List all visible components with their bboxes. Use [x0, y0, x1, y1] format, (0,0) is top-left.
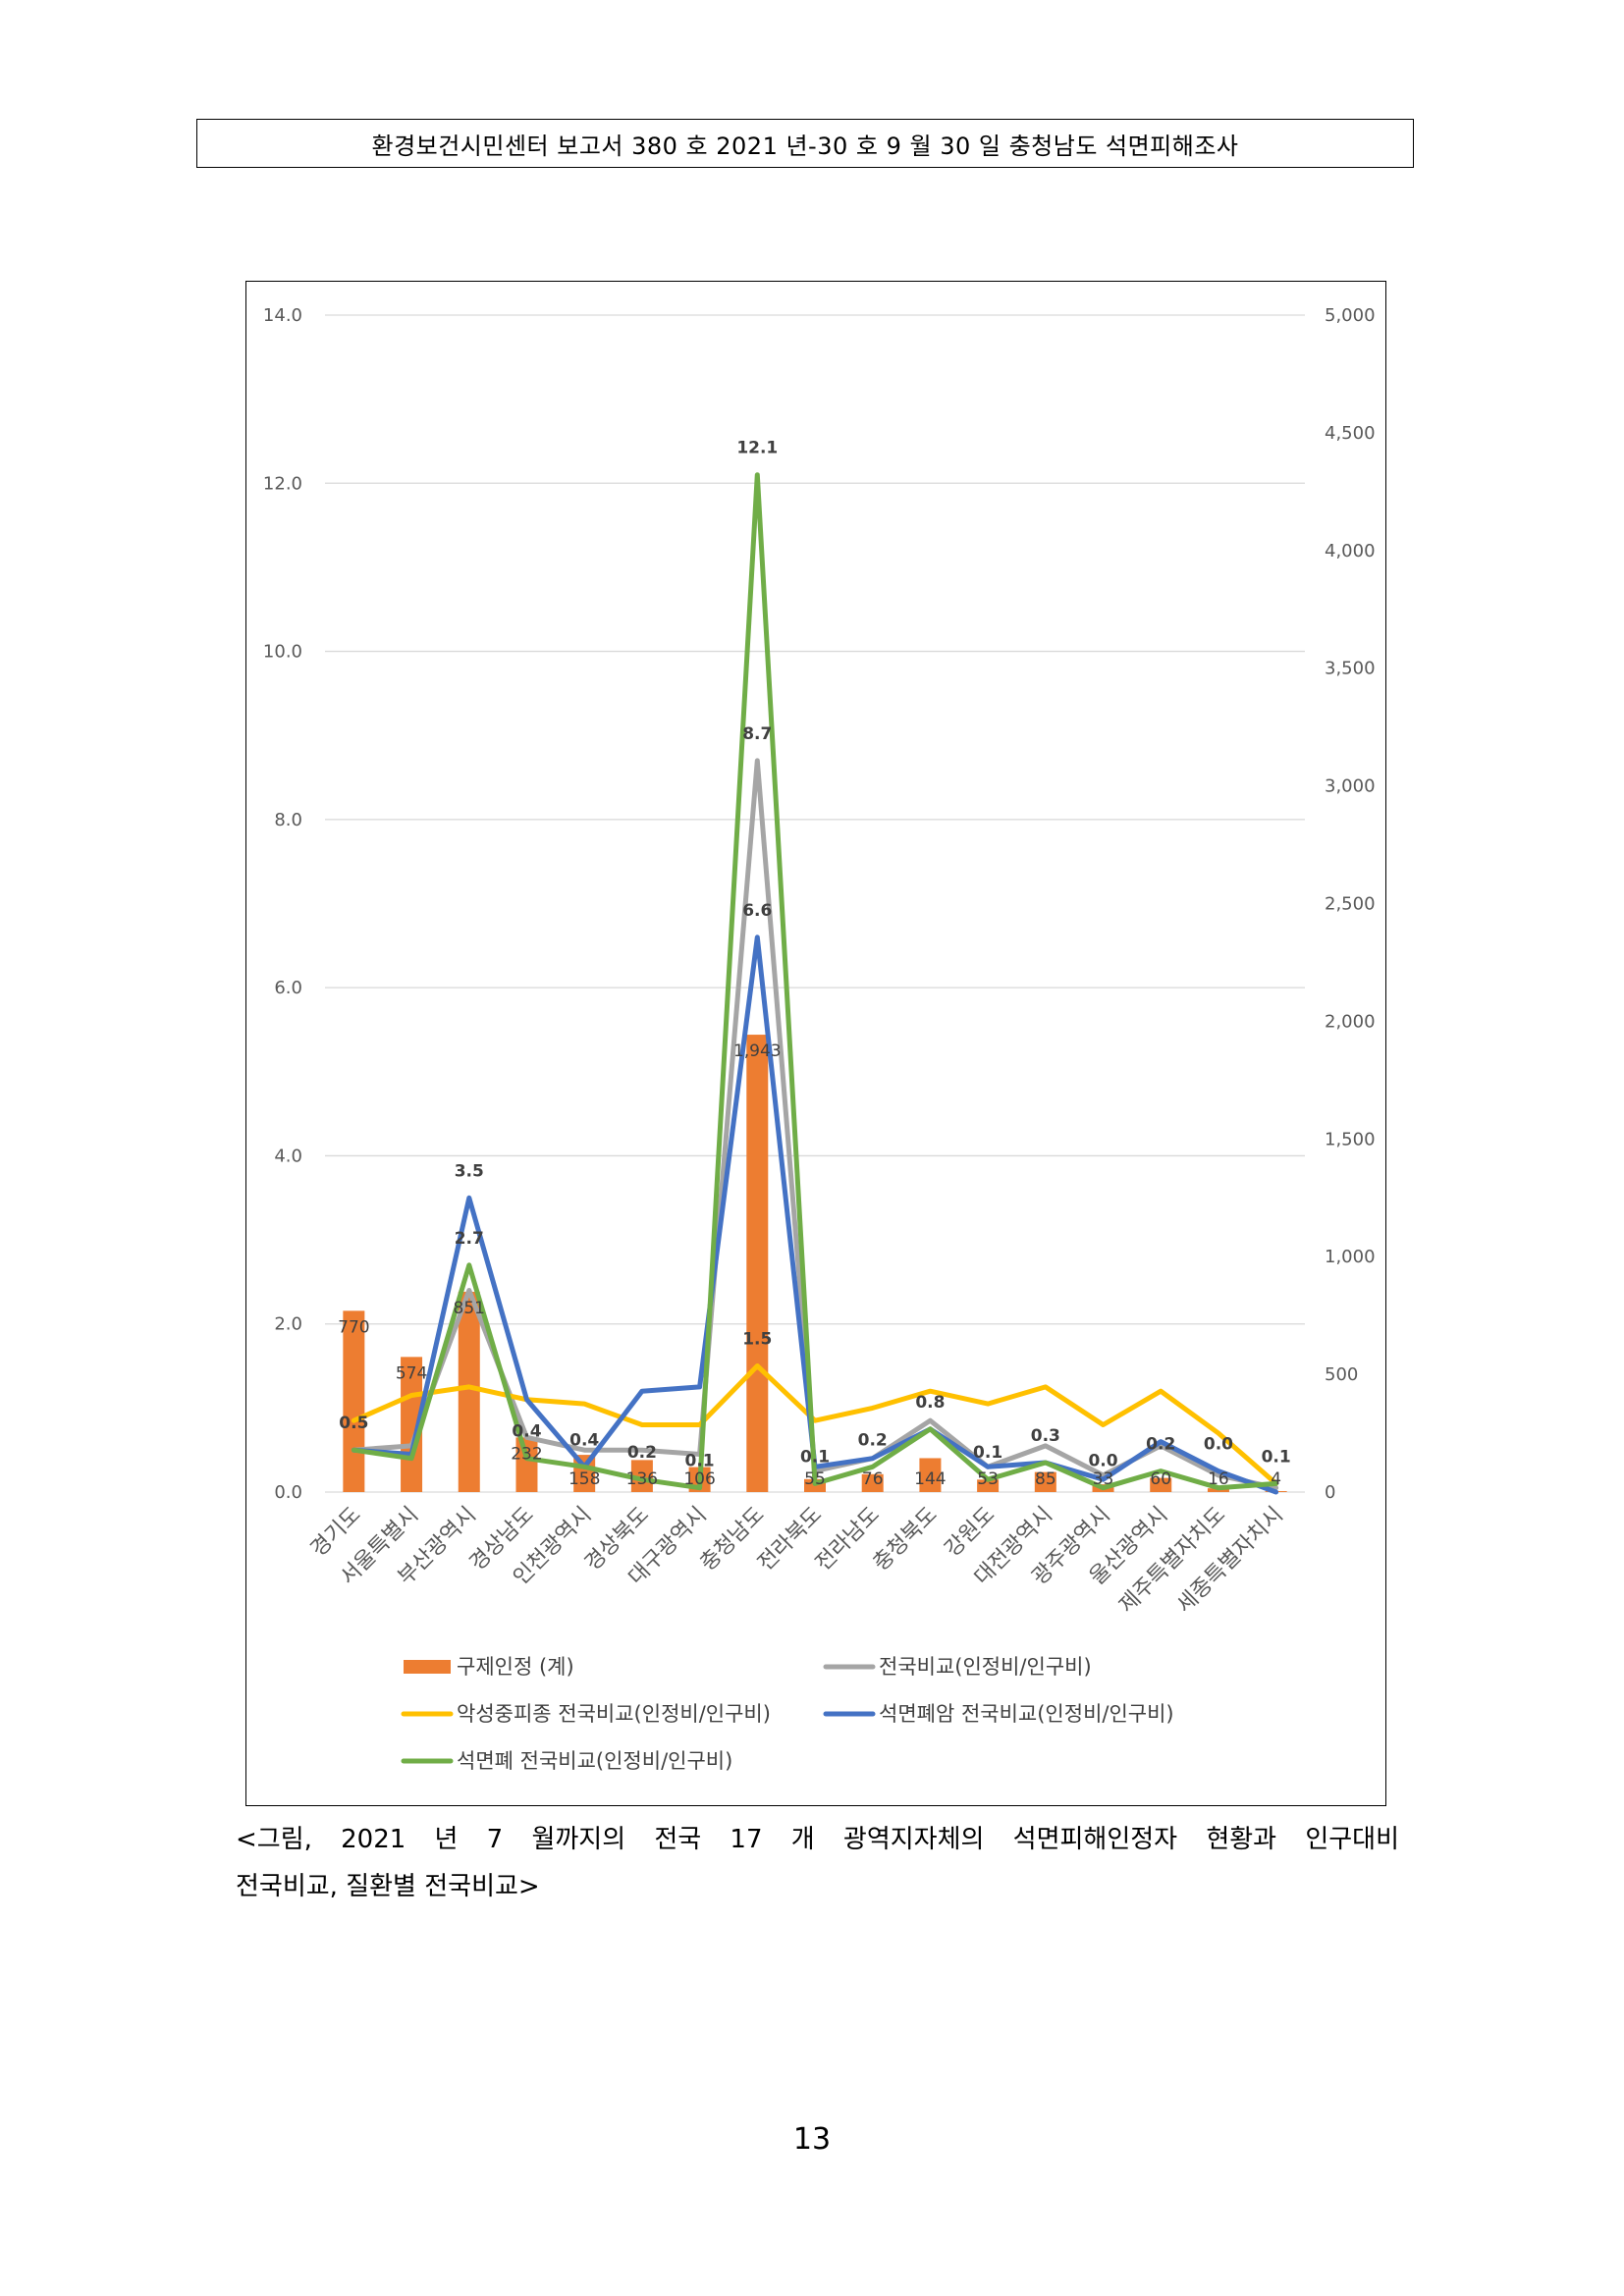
bar-series — [343, 1035, 1287, 1492]
bar-data-label: 4 — [1271, 1469, 1281, 1489]
bar-data-label: 136 — [626, 1469, 658, 1489]
bar-data-label: 770 — [338, 1317, 369, 1337]
x-category-label: 전라북도 — [753, 1503, 827, 1576]
bar — [919, 1458, 942, 1492]
y-right-tick-label: 1,500 — [1325, 1129, 1376, 1149]
legend-swatch-bar — [404, 1660, 451, 1674]
data-labels: 770 574 851 232 158 136 106 1,943 55 76 144 53 85 33 6… — [338, 439, 1291, 1489]
series-line — [351, 758, 1279, 1491]
figure-caption-line1: <그림, 2021 년 7 월까지의 전국 17 개 광역지자체의 석면피해인정… — [236, 1825, 1399, 1854]
line-data-label: 2.7 — [455, 1229, 484, 1249]
legend-label: 석면폐 전국비교(인정비/인구비) — [457, 1749, 732, 1773]
bar-data-label: 33 — [1093, 1469, 1114, 1489]
y-right-tick-label: 3,000 — [1325, 776, 1376, 797]
figure-caption-line2: 전국비교, 질환별 전국비교> — [236, 1872, 540, 1901]
line-data-label: 0.2 — [858, 1430, 888, 1450]
bar-data-label: 232 — [511, 1444, 542, 1464]
y-right-tick-label: 4,500 — [1325, 423, 1376, 444]
line-data-label: 0.2 — [1146, 1435, 1175, 1455]
y-left-tick-label: 0.0 — [274, 1482, 302, 1503]
bar — [515, 1437, 538, 1492]
y-right-tick-label: 0 — [1325, 1482, 1335, 1503]
line-data-label: 8.7 — [742, 724, 772, 744]
series-line — [351, 934, 1279, 1495]
y-right-tick-label: 500 — [1325, 1364, 1358, 1385]
bar — [630, 1460, 653, 1492]
line-series — [351, 472, 1279, 1495]
line-data-label: 0.4 — [512, 1422, 541, 1442]
bar-data-label: 53 — [977, 1469, 999, 1489]
y-left-tick-label: 2.0 — [274, 1314, 302, 1335]
y-right-tick-label: 4,000 — [1325, 541, 1376, 561]
y-right-tick-label: 2,500 — [1325, 894, 1376, 915]
bar-data-label: 16 — [1208, 1469, 1229, 1489]
line-data-label: 0.5 — [339, 1414, 368, 1433]
bar — [1034, 1471, 1056, 1492]
bar-data-label: 106 — [683, 1469, 715, 1489]
legend-label: 악성중피종 전국비교(인정비/인구비) — [457, 1702, 771, 1726]
y-left-tick-label: 8.0 — [274, 810, 302, 830]
line-data-label: 0.0 — [1204, 1435, 1233, 1455]
series-line — [351, 472, 1279, 1491]
bar — [746, 1035, 769, 1492]
report-header-text: 환경보건시민센터 보고서 380 호 2021 년-30 호 9 월 30 일 … — [371, 132, 1239, 160]
line-data-label: 0.1 — [685, 1452, 715, 1471]
report-header: 환경보건시민센터 보고서 380 호 2021 년-30 호 9 월 30 일 … — [196, 119, 1414, 168]
legend: 구제인정 (계) 전국비교(인정비/인구비) 악성중피종 전국비교(인정비/인구비)… — [401, 1655, 1174, 1773]
line-data-label: 3.5 — [455, 1161, 484, 1181]
bar — [1150, 1477, 1172, 1492]
chart-frame: 770 574 851 232 158 136 106 1,943 55 76 144 53 85 33 6… — [245, 281, 1386, 1806]
bar-data-label: 144 — [914, 1469, 946, 1489]
bar-data-label: 1,943 — [733, 1041, 782, 1061]
bar — [977, 1479, 1000, 1492]
combo-chart: 770 574 851 232 158 136 106 1,943 55 76 144 53 85 33 6… — [263, 305, 1376, 1773]
line-data-label: 1.5 — [742, 1330, 772, 1350]
y-left-tick-label: 10.0 — [263, 642, 302, 663]
y-left-tick-label: 12.0 — [263, 473, 302, 494]
y-left-tick-label: 14.0 — [263, 305, 302, 326]
line-data-label: 6.6 — [742, 901, 772, 921]
y-right-tick-label: 3,500 — [1325, 659, 1376, 679]
y-left-tick-label: 6.0 — [274, 978, 302, 998]
line-data-label: 0.3 — [1031, 1426, 1060, 1446]
line-data-label: 0.8 — [915, 1393, 945, 1413]
y-right-tick-label: 1,000 — [1325, 1247, 1376, 1267]
legend-label: 전국비교(인정비/인구비) — [879, 1655, 1092, 1679]
bar-data-label: 574 — [396, 1363, 427, 1383]
bar — [458, 1291, 480, 1492]
bar-data-label: 60 — [1150, 1469, 1171, 1489]
bar-data-label: 76 — [862, 1469, 884, 1489]
bar-data-label: 55 — [804, 1469, 826, 1489]
y-left-tick-label: 4.0 — [274, 1146, 302, 1166]
bar-data-label: 158 — [568, 1469, 600, 1489]
line-data-label: 12.1 — [736, 439, 778, 458]
bar-data-label: 85 — [1035, 1469, 1056, 1489]
legend-label: 구제인정 (계) — [457, 1655, 574, 1679]
line-data-label: 0.0 — [1088, 1452, 1117, 1471]
y-right-tick-label: 2,000 — [1325, 1011, 1376, 1032]
page-number: 13 — [792, 2122, 832, 2157]
line-data-label: 0.1 — [800, 1447, 830, 1467]
bar-data-label: 851 — [454, 1299, 485, 1318]
line-data-label: 0.1 — [1262, 1447, 1291, 1467]
line-data-label: 0.2 — [627, 1443, 657, 1463]
y-right-tick-label: 5,000 — [1325, 305, 1376, 326]
bar — [861, 1473, 884, 1492]
x-category-label: 충청북도 — [869, 1503, 943, 1576]
legend-label: 석면폐암 전국비교(인정비/인구비) — [879, 1702, 1174, 1726]
line-data-label: 0.1 — [973, 1443, 1002, 1463]
bar — [343, 1310, 365, 1492]
x-category-label: 전라남도 — [811, 1503, 885, 1576]
x-category-label: 충청남도 — [696, 1503, 770, 1576]
line-data-label: 0.4 — [569, 1430, 599, 1450]
